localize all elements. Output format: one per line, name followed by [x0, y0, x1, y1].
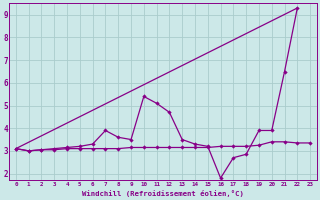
X-axis label: Windchill (Refroidissement éolien,°C): Windchill (Refroidissement éolien,°C)	[82, 190, 244, 197]
